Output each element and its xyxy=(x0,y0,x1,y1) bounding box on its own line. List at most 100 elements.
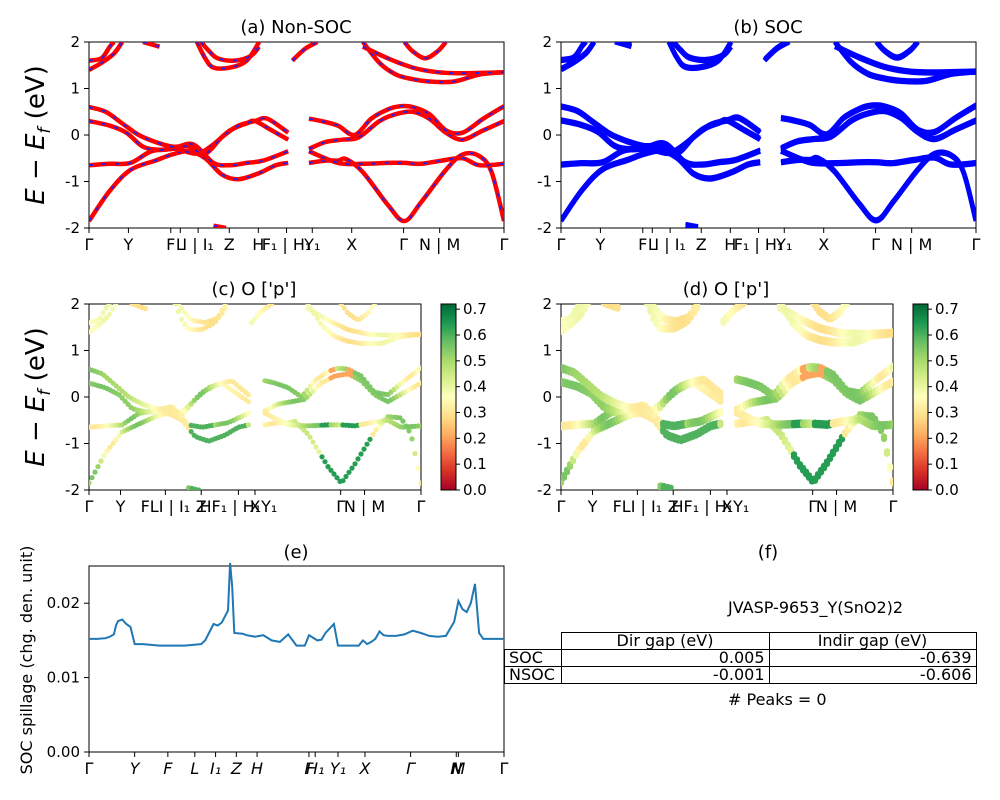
y-tick-label: -1 xyxy=(537,435,552,453)
data-point xyxy=(577,304,585,308)
x-tick-label: X xyxy=(358,759,371,778)
y-tick-label: 0.01 xyxy=(47,669,80,687)
data-point xyxy=(889,328,893,336)
data-point xyxy=(717,389,724,396)
band-line xyxy=(833,44,976,76)
data-point xyxy=(185,405,191,411)
data-point xyxy=(784,441,792,448)
data-point xyxy=(368,305,375,311)
data-point xyxy=(740,304,747,308)
x-tick-label: L xyxy=(176,235,185,254)
data-point xyxy=(418,331,421,337)
colorbar-tick-label: 0.7 xyxy=(935,300,959,318)
data-point xyxy=(245,422,251,428)
scatter-points xyxy=(89,304,421,490)
title-f: (f) xyxy=(758,542,778,563)
data-point xyxy=(781,436,789,443)
x-tick-label: H₁ xyxy=(306,759,324,778)
data-point xyxy=(89,480,92,486)
x-tick-label: I₁ xyxy=(210,759,221,778)
data-point xyxy=(196,487,202,490)
band-line xyxy=(779,148,976,168)
band-line xyxy=(874,42,920,61)
x-tick-label: F xyxy=(163,759,173,778)
band-line xyxy=(780,107,976,149)
data-point xyxy=(341,305,347,311)
data-point xyxy=(418,365,421,371)
data-point xyxy=(245,410,251,416)
x-tick-label: L xyxy=(648,235,657,254)
band-line xyxy=(291,42,318,62)
colorbar-gradient xyxy=(912,303,929,491)
band-line xyxy=(685,223,699,228)
data-point xyxy=(331,471,337,477)
data-point xyxy=(871,415,879,422)
panel-b-soc-bands: -2 -1 0 1 2 Γ Y F LI | I₁ Z HF₁ | H₁Y₁ X Γ N | M Γ xyxy=(537,33,981,254)
material-name: JVASP-9653_Y(SnO2)2 xyxy=(728,598,904,617)
data-point xyxy=(367,436,373,442)
band-line xyxy=(561,104,762,157)
data-point xyxy=(843,304,850,308)
data-point xyxy=(889,477,893,484)
band-line xyxy=(561,139,761,165)
data-point xyxy=(349,465,355,471)
data-point xyxy=(584,304,591,308)
data-point xyxy=(89,475,95,481)
x-tick-label: N xyxy=(450,759,462,778)
x-tick-label: Γ xyxy=(85,497,94,516)
x-tick-label: X xyxy=(722,497,733,516)
data-point xyxy=(176,304,182,307)
data-point xyxy=(222,306,228,312)
band-line xyxy=(763,42,789,60)
data-point xyxy=(355,456,361,462)
data-point xyxy=(104,315,110,321)
x-tick-label: F xyxy=(638,235,647,254)
band-line xyxy=(213,224,227,228)
y-tick-label: -2 xyxy=(537,219,552,237)
svg-text:SOC spillage (chg. den. unit): SOC spillage (chg. den. unit) xyxy=(17,546,36,775)
data-point xyxy=(322,459,328,465)
x-tick-label: Γ xyxy=(808,497,817,516)
data-point xyxy=(717,419,724,426)
data-point xyxy=(107,311,113,317)
x-tick-label: Γ xyxy=(85,235,94,254)
y-tick-label: 1 xyxy=(542,342,552,360)
table-header-dir: Dir gap (eV) xyxy=(560,632,770,650)
data-point xyxy=(182,409,188,415)
data-point xyxy=(98,458,104,464)
data-point xyxy=(352,461,358,467)
x-tick-label: FLI | I₁ xyxy=(613,497,663,516)
band-line xyxy=(876,42,918,58)
data-point xyxy=(110,440,116,446)
data-point xyxy=(741,304,746,305)
x-tick-label: HF₁ | H₁Y₁ xyxy=(671,497,749,516)
colorbar-tick-label: 0.3 xyxy=(463,404,487,422)
data-point xyxy=(310,439,316,445)
ylabel-a: E − Ef (eV) xyxy=(21,65,55,205)
x-tick-label: Γ xyxy=(500,759,509,778)
data-point xyxy=(113,437,119,443)
colorbar-d: 0.0 0.1 0.2 0.3 0.4 0.5 0.6 0.7 xyxy=(912,300,959,499)
colorbar-gradient xyxy=(440,303,457,491)
x-tick-label: Y xyxy=(123,235,134,254)
y-tick-label: 1 xyxy=(70,80,80,98)
x-tick-label: M xyxy=(451,759,465,778)
data-point xyxy=(325,464,331,470)
y-tick-label: 0.00 xyxy=(47,743,80,761)
data-point xyxy=(409,436,415,442)
data-point xyxy=(100,310,106,316)
table-row: NSOC -0.001 -0.606 xyxy=(504,666,977,684)
data-point xyxy=(418,480,421,486)
y-tick-label: 1 xyxy=(542,80,552,98)
data-point xyxy=(614,304,621,310)
band-line xyxy=(561,141,762,168)
data-point xyxy=(376,424,382,430)
band-line xyxy=(780,102,976,135)
title-a: (a) Non-SOC xyxy=(240,17,351,38)
x-tick-label: X xyxy=(250,497,261,516)
x-tick-label: FLI | I₁ xyxy=(141,497,191,516)
data-point xyxy=(188,429,194,435)
peaks-count: # Peaks = 0 xyxy=(728,690,827,709)
band-line xyxy=(362,45,504,75)
